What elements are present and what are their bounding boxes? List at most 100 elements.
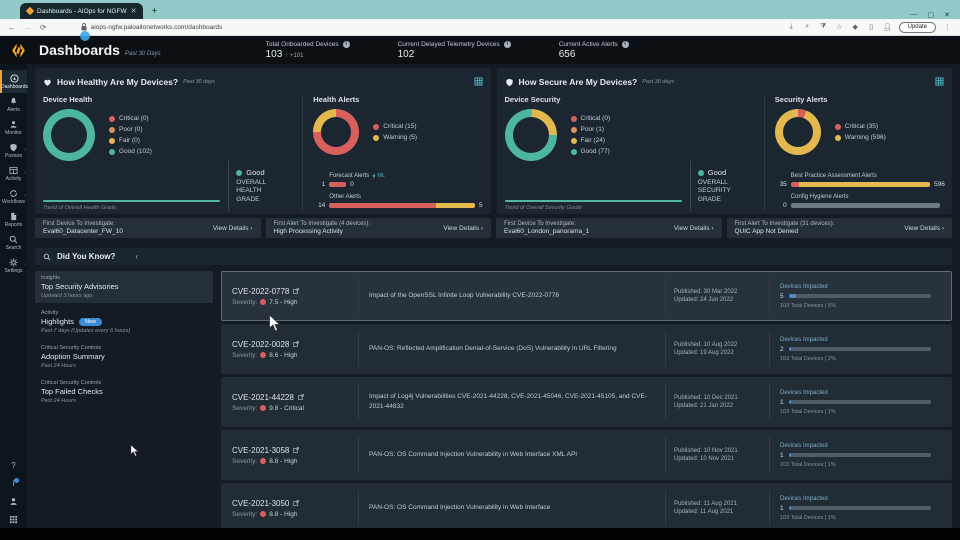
table-view-icon[interactable] [473, 73, 483, 91]
view-details-link[interactable]: View Details [674, 225, 714, 232]
minimize-icon[interactable]: — [910, 11, 918, 18]
collapse-chevron-icon[interactable]: ‹ [135, 252, 139, 261]
ml-icon: ML [372, 173, 385, 179]
info-icon[interactable]: i [342, 40, 350, 48]
update-button[interactable]: Update [898, 21, 936, 33]
menu-dots-icon[interactable]: ⋮ [944, 24, 951, 31]
sidebar-item-search[interactable]: Search [0, 231, 27, 254]
device-security-donut [504, 109, 557, 161]
table-row[interactable]: CVE-2021-3058 Severity: 8.8 - High PAN-OS… [221, 430, 952, 480]
security-alerts-donut [774, 109, 821, 155]
sidebar-item-activity[interactable]: Activity › [0, 162, 27, 185]
pin-icon[interactable]: ◆ [852, 24, 858, 31]
cve-link[interactable]: CVE-2022-0028 [232, 340, 358, 349]
tab-close-icon[interactable]: ✕ [130, 8, 137, 15]
app-header: Dashboards Past 30 Days Total Onboarded … [0, 36, 960, 64]
new-tab-button[interactable]: + [151, 6, 158, 17]
secure-devices-panel: How Secure Are My Devices? Past 30 days … [496, 68, 952, 214]
mouse-cursor [269, 314, 281, 332]
cve-link[interactable]: CVE-2022-0778 [232, 287, 358, 296]
search-icon[interactable]: ⌕ [805, 23, 810, 30]
window-controls[interactable]: — ▢ ✕ [911, 8, 960, 19]
close-icon[interactable]: ✕ [944, 12, 950, 19]
help-icon[interactable]: ? [11, 461, 16, 470]
external-link-icon [293, 500, 300, 506]
severity-dot [260, 405, 267, 411]
apps-grid-icon[interactable] [9, 515, 18, 524]
browser-tab[interactable]: Dashboards - AIOps for NGFW ✕ [20, 3, 144, 19]
user-icon[interactable] [9, 497, 18, 506]
table-row[interactable]: CVE-2021-3050 Severity: 8.8 - High PAN-OS… [221, 483, 952, 533]
table-row[interactable]: CVE-2022-0028 Severity: 8.6 - High PAN-OS… [221, 324, 952, 374]
paloalto-logo-icon [12, 43, 25, 57]
star-icon[interactable]: ☆ [836, 24, 843, 31]
url-field[interactable]: aiops-ngfw.paloaltonetworks.com/dashboar… [81, 23, 779, 31]
devices-impacted-bar [788, 400, 931, 404]
sidebar: Dashboards Alerts Monitor Posture › [0, 64, 28, 540]
view-details-link[interactable]: View Details [213, 225, 253, 232]
heart-icon [44, 79, 51, 86]
other-alerts-bar: Other Alerts 14 5 [318, 194, 483, 209]
severity-dot [260, 511, 267, 517]
list-item-adoption-summary[interactable]: Critical Security Controls Adoption Summ… [41, 345, 105, 369]
devices-impacted-bar [788, 347, 931, 351]
extensions-icon[interactable]: ⧩ [820, 23, 827, 30]
severity-dot [260, 458, 267, 464]
page-title: Dashboards [39, 42, 120, 58]
healthy-devices-panel: How Healthy Are My Devices? Past 30 days… [35, 68, 491, 214]
list-item-highlights[interactable]: Activity Highlights New Past 7 days (Upda… [41, 310, 131, 334]
health-alerts-title: Health Alerts [313, 95, 360, 104]
sidepanel-icon[interactable]: ▯ [869, 24, 874, 31]
chevron-right-icon: › [24, 147, 26, 153]
lock-icon [81, 23, 87, 31]
chevron-right-icon: › [24, 193, 26, 199]
external-link-icon [297, 394, 304, 400]
table-row[interactable]: CVE-2021-44228 Severity: 9.8 - Critical I… [221, 377, 952, 427]
sidebar-item-posture[interactable]: Posture › [0, 139, 27, 162]
table-row[interactable]: CVE-2022-0778 Severity: 7.5 - High Impact… [221, 271, 952, 321]
info-icon[interactable]: i [503, 40, 511, 48]
view-details-link[interactable]: View Details [904, 225, 944, 232]
sidebar-item-settings[interactable]: Settings › [0, 254, 27, 277]
reload-icon[interactable]: ⟳ [40, 22, 47, 32]
cve-link[interactable]: CVE-2021-3050 [232, 499, 358, 508]
info-icon[interactable]: i [621, 40, 629, 48]
chevron-right-icon: › [24, 262, 26, 268]
list-item-top-security-advisories[interactable]: Insights Top Security Advisories Updated… [35, 271, 213, 303]
sidebar-item-alerts[interactable]: Alerts [0, 93, 27, 116]
view-details-link[interactable]: View Details [443, 225, 483, 232]
downloads-icon[interactable]: ⤓ [789, 23, 793, 30]
external-link-icon [293, 288, 300, 294]
sidebar-item-dashboards[interactable]: Dashboards [0, 70, 28, 93]
cve-link[interactable]: CVE-2021-3058 [232, 446, 358, 455]
profile-icon[interactable]: 👤︎ [882, 24, 892, 31]
table-view-icon[interactable] [935, 73, 944, 91]
recording-indicator [80, 31, 90, 41]
activity-icon [9, 166, 18, 175]
overall-security-grade: Good OVERALL SECURITY GRADE [689, 161, 756, 211]
sidebar-item-workflows[interactable]: Workflows › [0, 185, 27, 208]
devices-impacted-bar [788, 506, 931, 510]
did-you-know-header: Did You Know? ‹ [35, 248, 952, 265]
sidebar-item-reports[interactable]: Reports [0, 208, 27, 231]
overall-health-grade: Good OVERALL HEALTH GRADE [228, 161, 294, 211]
sidebar-item-monitor[interactable]: Monitor [0, 116, 27, 139]
health-alerts-legend: Critical (15) Warning (5) [373, 123, 417, 141]
forward-icon[interactable]: → [24, 22, 32, 32]
reports-icon [11, 212, 17, 221]
device-health-donut [43, 109, 95, 161]
maximize-icon[interactable]: ▢ [927, 12, 935, 19]
devices-impacted-bar [788, 294, 931, 298]
new-badge: New [78, 317, 102, 326]
list-item-top-failed-checks[interactable]: Critical Security Controls Top Failed Ch… [41, 380, 103, 404]
back-icon[interactable]: ← [8, 22, 16, 32]
first-alert-investigate-card: First Alert To Investigate (31 devices):… [726, 218, 952, 238]
info-notification-icon[interactable]: i [13, 478, 20, 488]
security-trend-chart: Trend of Overall Security Grade [504, 200, 690, 211]
first-device-investigate-card: First Device To Investigate: Eval60_Londo… [496, 218, 722, 238]
cve-link[interactable]: CVE-2021-44228 [232, 393, 358, 402]
favicon [25, 6, 35, 16]
tab-title: Dashboards - AIOps for NGFW [37, 7, 127, 15]
did-you-know-title: Did You Know? [57, 252, 116, 261]
